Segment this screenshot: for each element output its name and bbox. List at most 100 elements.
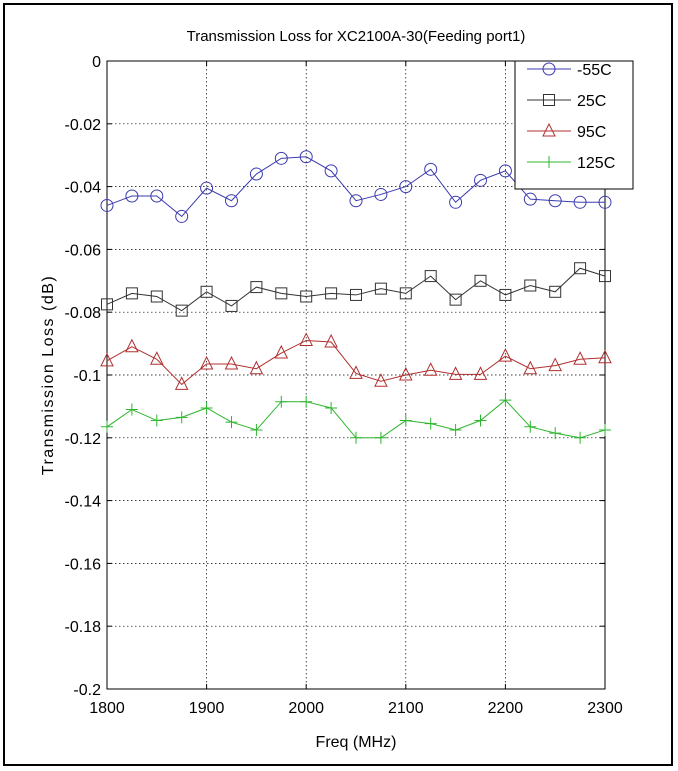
data-point [374,282,387,295]
legend-marker [543,156,555,168]
data-point [599,270,611,283]
data-point [399,414,412,427]
data-point [349,194,363,208]
data-point [175,209,189,223]
y-tick-label: -0.04 [65,180,102,197]
data-point [523,360,538,375]
data-point [574,431,587,444]
y-tick-label: -0.02 [65,117,102,134]
data-point [250,281,263,294]
data-point [573,351,587,365]
data-point [100,198,114,212]
data-point [225,299,238,312]
y-tick-label: -0.16 [65,556,102,573]
legend-marker [543,94,555,106]
data-point [299,150,313,164]
data-point [523,192,537,206]
data-point [150,414,163,427]
series-3 [101,394,611,444]
data-point [125,189,139,203]
data-point [499,394,512,407]
data-point [224,355,239,370]
data-point [274,151,288,165]
data-point [399,180,413,194]
data-point [449,293,462,306]
data-point [548,357,563,372]
data-point [101,420,113,433]
data-point [549,427,562,440]
data-point [448,366,463,380]
series-layer [100,150,612,444]
data-point [274,344,289,359]
y-tick-label: -0.12 [65,431,102,448]
y-tick-label: -0.08 [65,305,102,322]
data-point [149,351,164,365]
data-point [350,431,362,444]
data-point [599,423,611,436]
series-line [106,267,606,312]
series-2 [100,332,612,390]
data-point [125,338,139,353]
data-point [324,333,338,348]
data-point [325,401,338,414]
data-point [125,287,138,300]
y-tick-label: -0.14 [65,494,102,511]
data-point [474,414,487,427]
data-point [374,373,388,387]
data-point [598,349,612,364]
data-point [200,285,213,298]
data-point [424,417,437,430]
data-point [499,288,512,301]
data-point [225,416,238,429]
data-point [349,365,363,379]
data-point [250,423,263,436]
x-tick-label: 2100 [388,700,424,717]
data-point [498,164,512,178]
data-point [374,431,387,444]
x-tick-label: 1900 [189,700,225,717]
y-tick-label: -0.2 [73,682,101,699]
data-point [100,352,114,367]
data-point [324,164,338,178]
data-point [101,298,113,311]
legend-marker [542,62,556,76]
data-point [399,287,412,300]
legend-item: -55C [527,62,612,79]
data-point [549,285,562,298]
y-tick-label: -0.18 [65,619,102,636]
y-tick-label: -0.1 [73,368,101,385]
data-point [300,290,313,303]
data-point [325,287,338,300]
data-point [498,348,513,362]
data-point [474,173,487,187]
data-point [573,195,587,209]
data-point [175,304,188,317]
ticks-layer: 1800 1900 2000 2100 2200 2300 0 -0.02 -0.04 -0.06… [65,54,623,717]
legend-label: -55C [577,62,612,79]
legend-label: 125C [577,155,615,172]
data-point [374,187,388,201]
data-point [350,288,362,301]
data-point [175,411,188,424]
data-point [449,423,462,436]
data-point [150,290,163,303]
data-point [200,181,214,195]
series-0 [100,150,612,223]
x-axis-title: Freq (MHz) [316,734,397,751]
data-point [225,194,238,208]
data-point [200,401,213,414]
x-tick-label: 2000 [288,700,324,717]
series-1 [101,262,611,317]
grid-layer [107,61,605,689]
data-point [150,189,164,203]
legend-item: 25C [527,93,606,110]
data-point [174,376,189,390]
data-point [300,395,313,408]
legend-label: 95C [577,124,606,141]
data-point [548,194,562,208]
legend-label: 25C [577,93,606,110]
data-point [524,279,537,292]
data-point [574,262,587,275]
legend-marker [542,122,556,137]
